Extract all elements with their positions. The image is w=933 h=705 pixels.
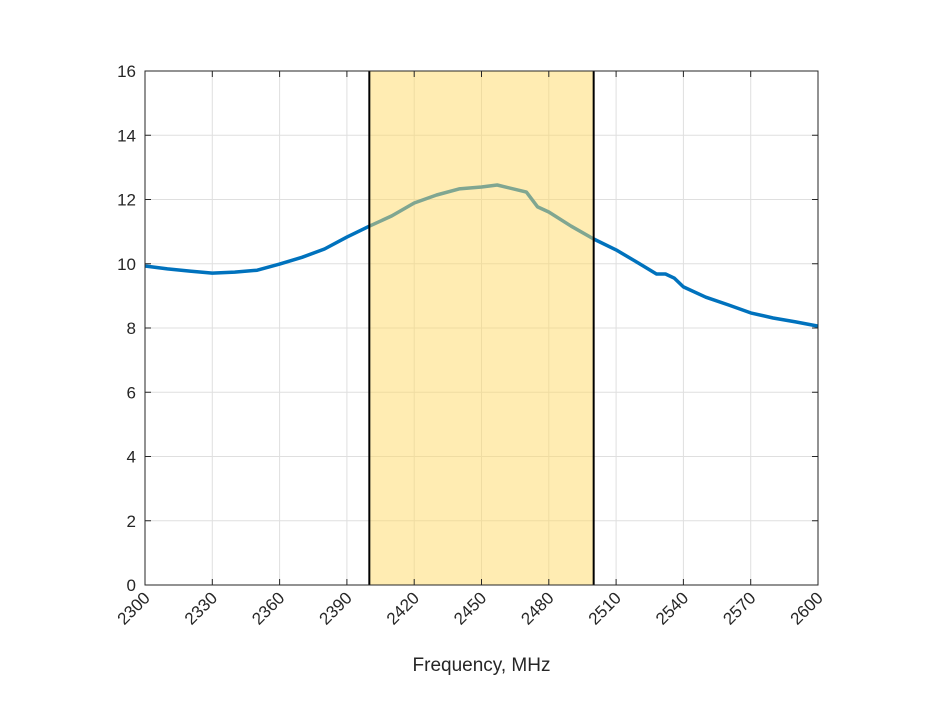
y-tick-label: 8: [127, 319, 136, 338]
x-tick-label: 2390: [316, 588, 356, 628]
x-tick-label: 2420: [383, 588, 423, 628]
x-tick-label: 2570: [719, 588, 759, 628]
x-tick-label: 2360: [248, 588, 288, 628]
x-tick-label: 2330: [181, 588, 221, 628]
y-tick-label: 2: [127, 512, 136, 531]
x-tick-label: 2450: [450, 588, 490, 628]
x-tick-label: 2510: [585, 588, 625, 628]
x-tick-label: 2600: [787, 588, 827, 628]
y-tick-label: 16: [117, 62, 136, 81]
x-tick-label: 2540: [652, 588, 692, 628]
y-tick-label: 4: [127, 448, 136, 467]
y-tick-label: 6: [127, 383, 136, 402]
shaded-band: [368, 71, 595, 585]
x-axis-label: Frequency, MHz: [413, 655, 551, 676]
y-tick-label: 12: [117, 191, 136, 210]
y-tick-label: 10: [117, 255, 136, 274]
y-tick-label: 0: [127, 576, 136, 595]
x-tick-label: 2480: [517, 588, 557, 628]
y-tick-label: 14: [117, 126, 136, 145]
shaded-band-fill: [369, 71, 594, 585]
